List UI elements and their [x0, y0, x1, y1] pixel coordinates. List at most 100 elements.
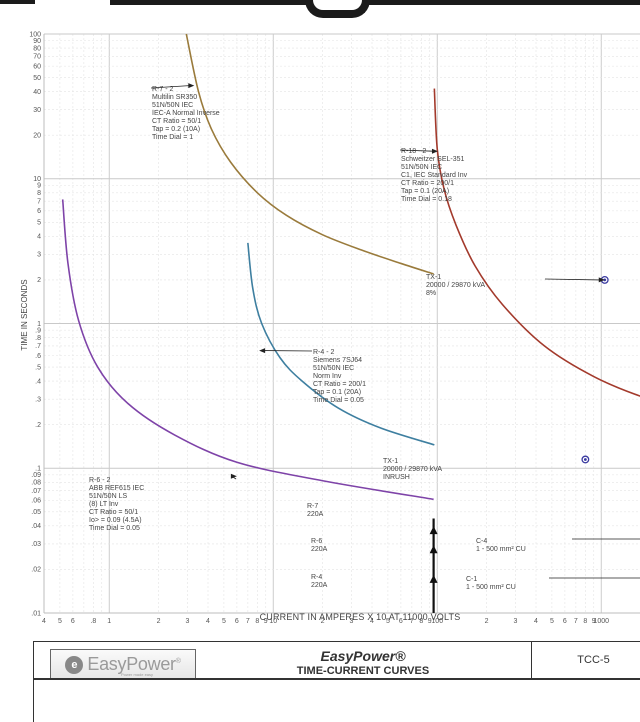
- block-subtitle: TIME-CURRENT CURVES: [196, 665, 530, 677]
- annotation-line: TX-1: [383, 458, 398, 465]
- y-tick-label: 5: [37, 220, 41, 227]
- y-tick-label: 3: [37, 252, 41, 259]
- y-tick-label: 70: [33, 54, 41, 61]
- breaker-arrow-1: [430, 545, 438, 553]
- annotation-line: 51N/50N IEC: [313, 365, 354, 372]
- annotation-line: Io> = 0.09 (4.5A): [89, 517, 142, 524]
- annotation-line: CT Ratio = 200/1: [313, 381, 366, 388]
- x-axis-title: CURRENT IN AMPERES X 10 AT 11000 VOLTS: [0, 612, 640, 622]
- annotation-line: R-18 - 2: [401, 148, 426, 155]
- y-tick-label: .9: [35, 327, 41, 334]
- annotation-10: C-11 - 500 mm² CU: [466, 576, 516, 591]
- annotation-line: INRUSH: [383, 474, 410, 481]
- annotation-arrowhead: [188, 83, 194, 88]
- y-tick-label: 4: [37, 234, 41, 241]
- y-tick-label: .3: [35, 396, 41, 403]
- series-curve-0: [186, 34, 433, 274]
- annotation-line: R-6: [311, 538, 322, 545]
- y-axis-title: TIME IN SECONDS: [20, 279, 29, 350]
- y-tick-label: 8: [37, 190, 41, 197]
- axis-ticks: 100908070605040302010987654321.9.8.7.6.5…: [29, 31, 640, 625]
- tx-point-center-1: [584, 458, 587, 461]
- annotation-arrowhead: [259, 348, 265, 353]
- annotation-line: Tap = 0.1 (20A): [313, 389, 361, 396]
- breaker-arrow-2: [430, 575, 438, 583]
- annotation-line: IEC-A Normal Inverse: [152, 110, 220, 117]
- y-tick-label: .8: [35, 335, 41, 342]
- annotation-line: Siemens 7SJ64: [313, 357, 362, 364]
- chart-marks: [430, 277, 608, 613]
- block-brand: EasyPower®: [196, 648, 530, 664]
- annotation-line: 220A: [311, 546, 328, 553]
- easypower-logo: e EasyPower® Power made easy: [50, 649, 196, 680]
- annotation-line: C-4: [476, 538, 487, 545]
- series-curve-2: [248, 243, 434, 445]
- annotation-line: CT Ratio = 50/1: [89, 509, 138, 516]
- annotation-line: CT Ratio = 200/1: [401, 180, 454, 187]
- y-tick-label: 40: [33, 89, 41, 96]
- annotation-line: Time Dial = 0.18: [401, 196, 452, 203]
- annotation-line: Time Dial = 0.05: [89, 525, 140, 532]
- annotation-line: 220A: [311, 582, 328, 589]
- y-tick-label: 6: [37, 208, 41, 215]
- y-tick-label: 9: [37, 183, 41, 190]
- annotation-line: 20000 / 29870 kVA: [426, 282, 485, 289]
- title-block: e EasyPower® Power made easy EasyPower® …: [33, 641, 640, 722]
- annotation-line: 20000 / 29870 kVA: [383, 466, 442, 473]
- annotation-line: Norm Inv: [313, 373, 342, 380]
- block-title: EasyPower® TIME-CURRENT CURVES: [196, 648, 530, 677]
- annotation-line: Multilin SR350: [152, 94, 197, 101]
- annotation-line: CT Ratio = 50/1: [152, 118, 201, 125]
- y-tick-label: 20: [33, 132, 41, 139]
- y-tick-label: 50: [33, 75, 41, 82]
- annotation-line: R-4: [311, 574, 322, 581]
- easypower-logo-icon: e: [65, 656, 83, 674]
- block-divider: [34, 678, 640, 680]
- annotation-line: R-7: [307, 503, 318, 510]
- y-tick-label: .05: [31, 509, 41, 516]
- top-banner-fragment: [110, 0, 640, 5]
- y-tick-label: .06: [31, 498, 41, 505]
- tcc-chart: 100908070605040302010987654321.9.8.7.6.5…: [0, 0, 640, 640]
- annotation-line: 8%: [426, 290, 436, 297]
- annotation-line: Tap = 0.2 (10A): [152, 126, 200, 133]
- drawing-id: TCC-5: [531, 642, 640, 678]
- logo-tagline: Power made easy: [121, 672, 153, 677]
- annotation-line: R-6 - 2: [89, 477, 111, 484]
- annotation-line: 220A: [307, 511, 324, 518]
- y-tick-label: .2: [35, 422, 41, 429]
- annotation-9: C-41 - 500 mm² CU: [476, 538, 526, 553]
- annotation-line: 51N/50N LS: [89, 493, 127, 500]
- annotation-line: Time Dial = 0.05: [313, 397, 364, 404]
- y-tick-label: .03: [31, 541, 41, 548]
- y-tick-label: .7: [35, 343, 41, 350]
- y-tick-label: .4: [35, 378, 41, 385]
- annotation-line: (8) LT Inv: [89, 501, 119, 508]
- annotation-line: ABB REF615 IEC: [89, 485, 144, 492]
- top-banner-glyph: [305, 0, 370, 18]
- y-tick-label: .08: [31, 480, 41, 487]
- y-tick-label: 90: [33, 38, 41, 45]
- annotation-line: Schweitzer SEL-351: [401, 156, 465, 163]
- annotation-line: C1, IEC Standard Inv: [401, 172, 468, 179]
- annotation-line: TX-1: [426, 274, 441, 281]
- y-tick-label: 7: [37, 198, 41, 205]
- annotation-line: Tap = 0.1 (20A): [401, 188, 449, 195]
- y-tick-label: .02: [31, 567, 41, 574]
- y-tick-label: 30: [33, 107, 41, 114]
- annotation-line: Time Dial = 1: [152, 134, 193, 141]
- breaker-arrow-0: [430, 526, 438, 534]
- y-tick-label: 2: [37, 277, 41, 284]
- y-tick-label: .04: [31, 523, 41, 530]
- y-tick-label: .09: [31, 472, 41, 479]
- annotation-line: 1 - 500 mm² CU: [476, 546, 526, 553]
- y-tick-label: 60: [33, 63, 41, 70]
